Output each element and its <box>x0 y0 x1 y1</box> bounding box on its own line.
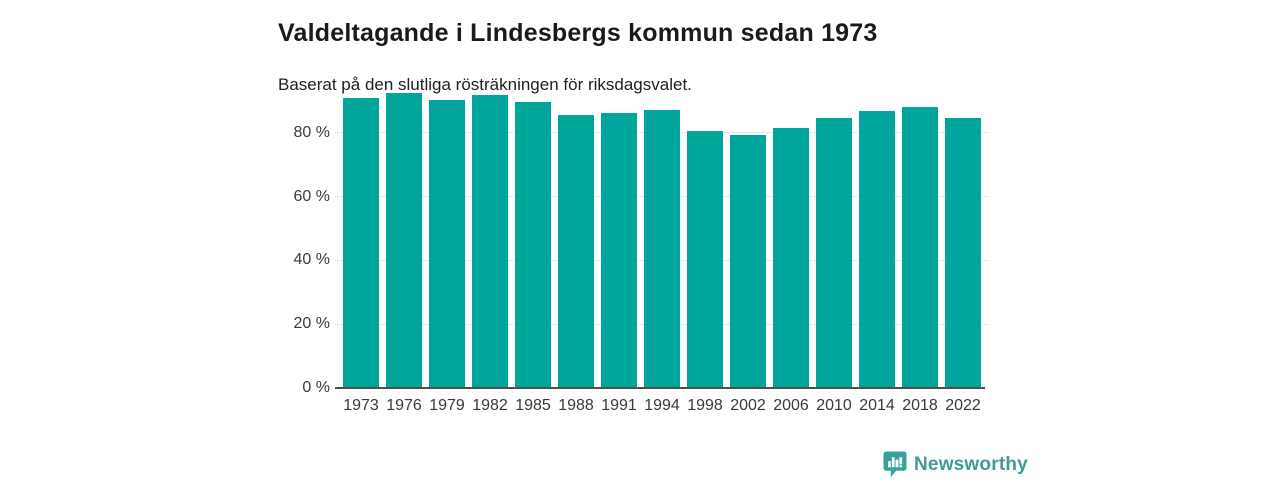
bar-2002 <box>730 135 766 388</box>
x-axis-label-1991: 1991 <box>601 397 637 414</box>
x-axis: 1973 1976 1979 1982 1985 1988 1991 1994 1998 2002… <box>343 396 981 418</box>
x-axis-label-1998: 1998 <box>687 397 723 414</box>
y-axis-label-60: 60 % <box>293 187 330 205</box>
newsworthy-logo-icon <box>883 451 907 477</box>
brand-footer-link[interactable]: Newsworthy <box>883 451 1028 478</box>
y-axis-label-80: 80 % <box>293 123 330 141</box>
bar-1998 <box>687 131 723 388</box>
x-axis-label-2010: 2010 <box>816 397 852 414</box>
bar-1973 <box>343 97 379 388</box>
x-axis-label-2022: 2022 <box>945 397 981 414</box>
bar-2010 <box>816 117 852 388</box>
x-axis-label-2006: 2006 <box>773 397 809 414</box>
bar-1976 <box>386 92 422 388</box>
y-axis: 0 % 20 % 40 % 60 % 80 % <box>0 69 330 396</box>
brand-name: Newsworthy <box>914 453 1028 475</box>
x-axis-label-1973: 1973 <box>343 397 379 414</box>
x-axis-label-1976: 1976 <box>386 397 422 414</box>
bar-1979 <box>429 99 465 388</box>
bar-1991 <box>601 113 637 388</box>
bar-2022 <box>945 118 981 388</box>
bars-group <box>343 69 981 388</box>
bar-2014 <box>859 111 895 388</box>
bar-1994 <box>644 109 680 388</box>
bar-1985 <box>515 101 551 388</box>
y-axis-label-0: 0 % <box>302 379 330 396</box>
x-axis-label-1985: 1985 <box>515 397 551 414</box>
x-axis-label-2002: 2002 <box>730 397 766 414</box>
x-axis-label-1988: 1988 <box>558 397 594 414</box>
chart-subtitle: Baserat på den slutliga rösträkningen fö… <box>278 75 692 94</box>
bar-1988 <box>558 114 594 388</box>
x-axis-line <box>335 387 985 389</box>
x-axis-label-2018: 2018 <box>902 397 938 414</box>
y-axis-label-20: 20 % <box>293 315 330 333</box>
y-axis-label-40: 40 % <box>293 251 330 269</box>
bar-2018 <box>902 107 938 388</box>
bar-2006 <box>773 128 809 388</box>
x-axis-label-1982: 1982 <box>472 397 508 414</box>
x-axis-label-2014: 2014 <box>859 397 895 414</box>
x-axis-label-1979: 1979 <box>429 397 465 414</box>
bar-1982 <box>472 94 508 388</box>
x-axis-label-1994: 1994 <box>644 397 680 414</box>
plot-area <box>335 69 989 388</box>
chart-title: Valdeltagande i Lindesbergs kommun sedan… <box>278 18 878 47</box>
